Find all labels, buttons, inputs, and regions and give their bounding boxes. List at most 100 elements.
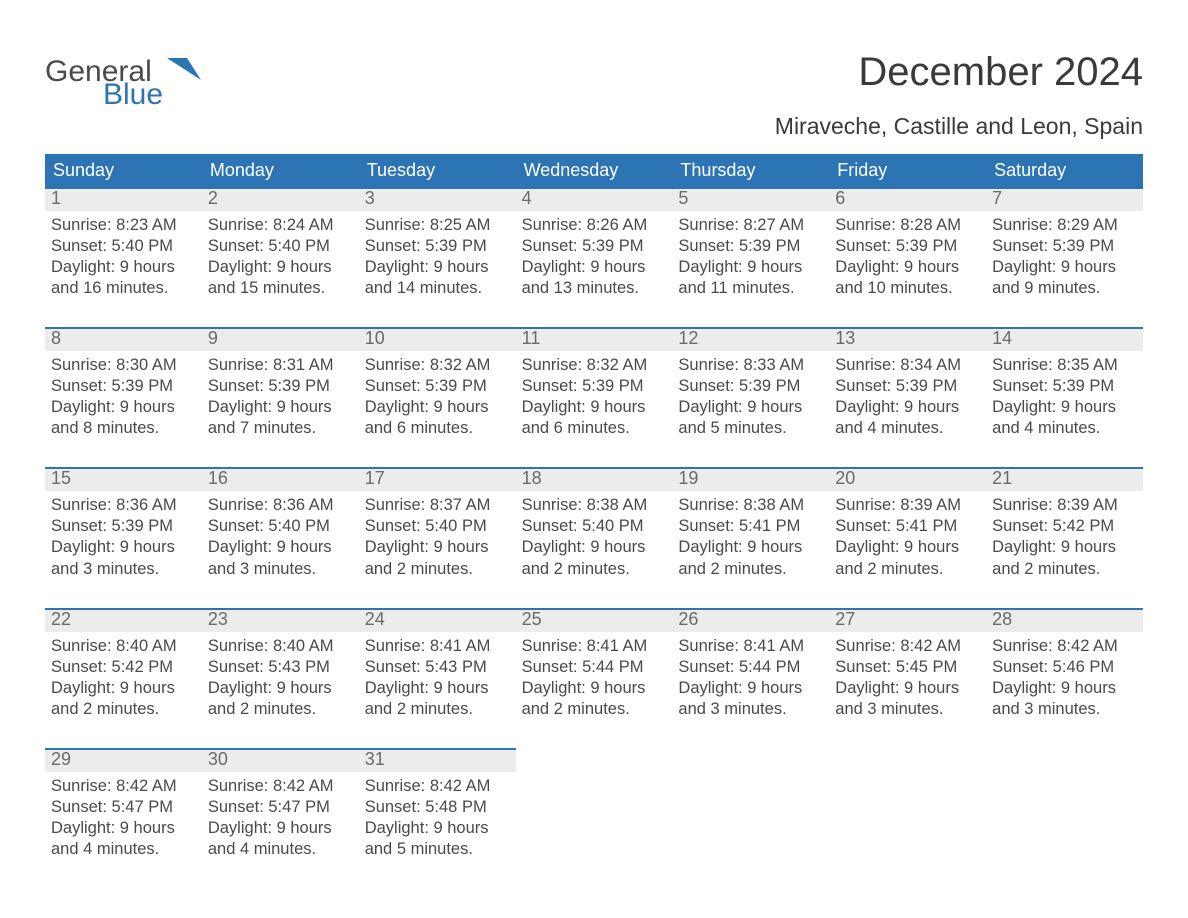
calendar-cell: 7Sunrise: 8:29 AMSunset: 5:39 PMDaylight… [986, 187, 1143, 299]
sunset-line: Sunset: 5:42 PM [992, 516, 1137, 537]
daylight-line-1: Daylight: 9 hours [522, 537, 667, 558]
day-content: Sunrise: 8:33 AMSunset: 5:39 PMDaylight:… [672, 351, 829, 439]
day-content: Sunrise: 8:25 AMSunset: 5:39 PMDaylight:… [359, 211, 516, 299]
day-content: Sunrise: 8:39 AMSunset: 5:42 PMDaylight:… [986, 491, 1143, 579]
header: General Blue December 2024 Miraveche, Ca… [45, 50, 1143, 140]
daylight-line-1: Daylight: 9 hours [365, 537, 510, 558]
day-number: 17 [359, 469, 516, 491]
day-content: Sunrise: 8:36 AMSunset: 5:40 PMDaylight:… [202, 491, 359, 579]
sunset-line: Sunset: 5:43 PM [365, 657, 510, 678]
sunset-line: Sunset: 5:40 PM [208, 236, 353, 257]
sunrise-line: Sunrise: 8:40 AM [208, 636, 353, 657]
day-content: Sunrise: 8:42 AMSunset: 5:45 PMDaylight:… [829, 632, 986, 720]
daylight-line-1: Daylight: 9 hours [51, 537, 196, 558]
sunset-line: Sunset: 5:47 PM [51, 797, 196, 818]
sunset-line: Sunset: 5:39 PM [365, 236, 510, 257]
daylight-line-2: and 4 minutes. [208, 839, 353, 860]
sunrise-line: Sunrise: 8:35 AM [992, 355, 1137, 376]
daylight-line-1: Daylight: 9 hours [208, 818, 353, 839]
day-content: Sunrise: 8:42 AMSunset: 5:48 PMDaylight:… [359, 772, 516, 860]
calendar-cell: 25Sunrise: 8:41 AMSunset: 5:44 PMDayligh… [516, 608, 673, 720]
sunrise-line: Sunrise: 8:41 AM [365, 636, 510, 657]
daylight-line-1: Daylight: 9 hours [992, 537, 1137, 558]
day-number: 25 [516, 610, 673, 632]
calendar-cell: 16Sunrise: 8:36 AMSunset: 5:40 PMDayligh… [202, 467, 359, 579]
title-block: December 2024 Miraveche, Castille and Le… [775, 50, 1143, 140]
day-content: Sunrise: 8:41 AMSunset: 5:44 PMDaylight:… [516, 632, 673, 720]
calendar-cell [829, 748, 986, 860]
day-number: 28 [986, 610, 1143, 632]
daylight-line-1: Daylight: 9 hours [208, 678, 353, 699]
day-content: Sunrise: 8:40 AMSunset: 5:43 PMDaylight:… [202, 632, 359, 720]
calendar-cell: 8Sunrise: 8:30 AMSunset: 5:39 PMDaylight… [45, 327, 202, 439]
calendar-week: 15Sunrise: 8:36 AMSunset: 5:39 PMDayligh… [45, 467, 1143, 579]
sunrise-line: Sunrise: 8:36 AM [208, 495, 353, 516]
daylight-line-1: Daylight: 9 hours [51, 678, 196, 699]
sunset-line: Sunset: 5:48 PM [365, 797, 510, 818]
sunset-line: Sunset: 5:39 PM [522, 236, 667, 257]
sunrise-line: Sunrise: 8:39 AM [835, 495, 980, 516]
day-content: Sunrise: 8:36 AMSunset: 5:39 PMDaylight:… [45, 491, 202, 579]
calendar-cell: 13Sunrise: 8:34 AMSunset: 5:39 PMDayligh… [829, 327, 986, 439]
day-number: 1 [45, 189, 202, 211]
sunset-line: Sunset: 5:39 PM [992, 376, 1137, 397]
day-content: Sunrise: 8:42 AMSunset: 5:46 PMDaylight:… [986, 632, 1143, 720]
sunset-line: Sunset: 5:39 PM [835, 236, 980, 257]
day-number: 27 [829, 610, 986, 632]
daylight-line-1: Daylight: 9 hours [992, 678, 1137, 699]
day-number: 9 [202, 329, 359, 351]
daylight-line-1: Daylight: 9 hours [365, 257, 510, 278]
calendar-cell: 6Sunrise: 8:28 AMSunset: 5:39 PMDaylight… [829, 187, 986, 299]
sunset-line: Sunset: 5:47 PM [208, 797, 353, 818]
day-number: 4 [516, 189, 673, 211]
daylight-line-2: and 13 minutes. [522, 278, 667, 299]
sunrise-line: Sunrise: 8:42 AM [51, 776, 196, 797]
day-number: 31 [359, 750, 516, 772]
sunset-line: Sunset: 5:42 PM [51, 657, 196, 678]
calendar-cell: 21Sunrise: 8:39 AMSunset: 5:42 PMDayligh… [986, 467, 1143, 579]
sunset-line: Sunset: 5:41 PM [835, 516, 980, 537]
daylight-line-1: Daylight: 9 hours [522, 678, 667, 699]
day-number: 26 [672, 610, 829, 632]
sunrise-line: Sunrise: 8:29 AM [992, 215, 1137, 236]
day-number: 7 [986, 189, 1143, 211]
daylight-line-2: and 3 minutes. [51, 559, 196, 580]
sunset-line: Sunset: 5:40 PM [522, 516, 667, 537]
calendar-cell: 11Sunrise: 8:32 AMSunset: 5:39 PMDayligh… [516, 327, 673, 439]
dayhead-sunday: Sunday [45, 154, 202, 187]
calendar-cell: 24Sunrise: 8:41 AMSunset: 5:43 PMDayligh… [359, 608, 516, 720]
sunset-line: Sunset: 5:39 PM [992, 236, 1137, 257]
day-number: 19 [672, 469, 829, 491]
daylight-line-2: and 2 minutes. [835, 559, 980, 580]
daylight-line-1: Daylight: 9 hours [992, 397, 1137, 418]
dayhead-monday: Monday [202, 154, 359, 187]
day-content: Sunrise: 8:30 AMSunset: 5:39 PMDaylight:… [45, 351, 202, 439]
sunrise-line: Sunrise: 8:23 AM [51, 215, 196, 236]
sunset-line: Sunset: 5:44 PM [678, 657, 823, 678]
day-content: Sunrise: 8:24 AMSunset: 5:40 PMDaylight:… [202, 211, 359, 299]
brand-mark-icon [167, 58, 201, 85]
daylight-line-1: Daylight: 9 hours [678, 397, 823, 418]
day-content: Sunrise: 8:35 AMSunset: 5:39 PMDaylight:… [986, 351, 1143, 439]
day-content: Sunrise: 8:37 AMSunset: 5:40 PMDaylight:… [359, 491, 516, 579]
day-number: 6 [829, 189, 986, 211]
daylight-line-2: and 4 minutes. [835, 418, 980, 439]
day-number: 16 [202, 469, 359, 491]
calendar-cell: 12Sunrise: 8:33 AMSunset: 5:39 PMDayligh… [672, 327, 829, 439]
calendar-cell: 20Sunrise: 8:39 AMSunset: 5:41 PMDayligh… [829, 467, 986, 579]
daylight-line-2: and 4 minutes. [992, 418, 1137, 439]
sunset-line: Sunset: 5:39 PM [678, 376, 823, 397]
sunrise-line: Sunrise: 8:40 AM [51, 636, 196, 657]
sunrise-line: Sunrise: 8:42 AM [992, 636, 1137, 657]
sunrise-line: Sunrise: 8:42 AM [835, 636, 980, 657]
day-content: Sunrise: 8:40 AMSunset: 5:42 PMDaylight:… [45, 632, 202, 720]
sunrise-line: Sunrise: 8:24 AM [208, 215, 353, 236]
calendar-cell: 30Sunrise: 8:42 AMSunset: 5:47 PMDayligh… [202, 748, 359, 860]
day-content: Sunrise: 8:42 AMSunset: 5:47 PMDaylight:… [45, 772, 202, 860]
day-content: Sunrise: 8:38 AMSunset: 5:41 PMDaylight:… [672, 491, 829, 579]
day-number: 13 [829, 329, 986, 351]
daylight-line-2: and 2 minutes. [365, 699, 510, 720]
sunset-line: Sunset: 5:39 PM [51, 376, 196, 397]
day-number: 12 [672, 329, 829, 351]
daylight-line-2: and 5 minutes. [365, 839, 510, 860]
